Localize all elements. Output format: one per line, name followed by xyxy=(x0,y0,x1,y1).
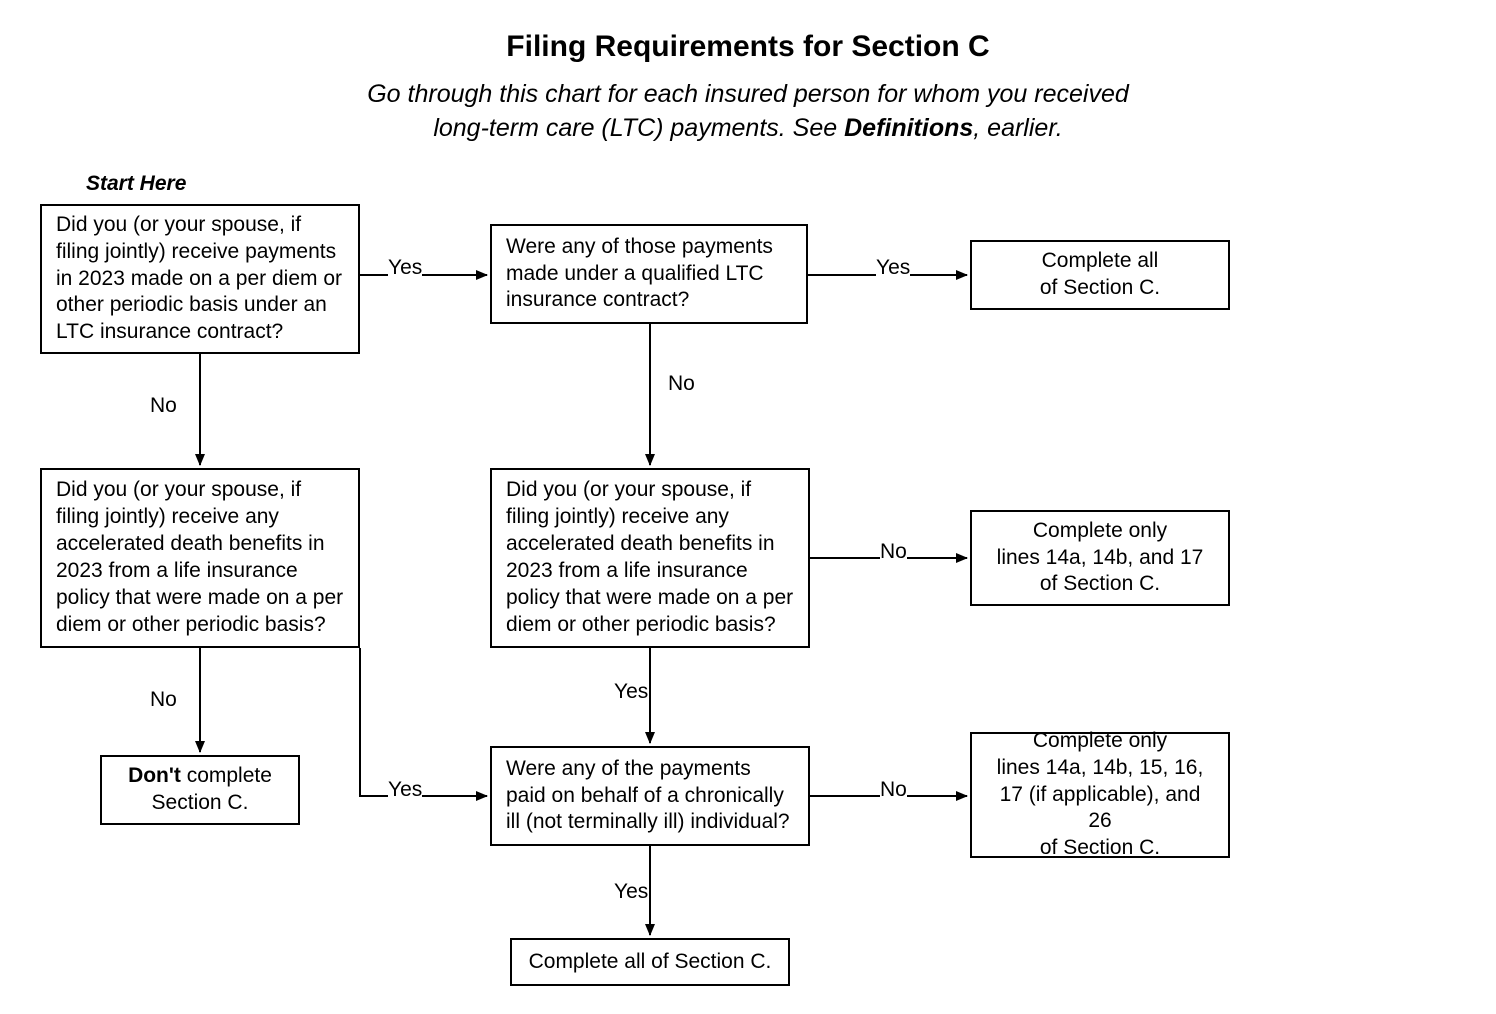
edge-label-q1-yes-q2: Yes xyxy=(388,256,422,280)
edge-label-q4-no-r3: No xyxy=(880,778,907,802)
node-r_all2: Complete all of Section C. xyxy=(510,938,790,986)
node-r2: Complete onlylines 14a, 14b, and 17of Se… xyxy=(970,510,1230,606)
edge-label-q2-yes-r1: Yes xyxy=(876,256,910,280)
node-text: Complete allof Section C. xyxy=(1040,248,1160,302)
node-r3: Complete onlylines 14a, 14b, 15, 16,17 (… xyxy=(970,732,1230,858)
node-r_dont: Don't completeSection C. xyxy=(100,755,300,825)
edge-label-q3a-yes-q4: Yes xyxy=(388,778,422,802)
node-q3b: Did you (or your spouse, if filing joint… xyxy=(490,468,810,648)
node-text: Complete onlylines 14a, 14b, and 17of Se… xyxy=(997,518,1204,599)
node-text: Were any of those payments made under a … xyxy=(506,234,792,315)
node-text: Were any of the payments paid on behalf … xyxy=(506,756,794,837)
start-here-label: Start Here xyxy=(86,172,186,196)
node-text: Did you (or your spouse, if filing joint… xyxy=(56,477,344,638)
node-text: Complete all of Section C. xyxy=(529,949,772,976)
node-text: Don't completeSection C. xyxy=(128,763,272,817)
edge-label-q3b-yes-q4: Yes xyxy=(614,680,648,704)
edge-label-q3a-no-rdont: No xyxy=(150,688,177,712)
node-q2: Were any of those payments made under a … xyxy=(490,224,808,324)
edge-label-q2-no-q3b: No xyxy=(668,372,695,396)
flowchart-canvas: Filing Requirements for Section C Go thr… xyxy=(0,0,1496,1014)
node-r1: Complete allof Section C. xyxy=(970,240,1230,310)
node-q1: Did you (or your spouse, if filing joint… xyxy=(40,204,360,354)
node-q4: Were any of the payments paid on behalf … xyxy=(490,746,810,846)
chart-subtitle: Go through this chart for each insured p… xyxy=(0,78,1496,146)
node-q3a: Did you (or your spouse, if filing joint… xyxy=(40,468,360,648)
node-text: Did you (or your spouse, if filing joint… xyxy=(506,477,794,638)
edge-label-q3b-no-r2: No xyxy=(880,540,907,564)
edge-q3a-yes-q4 xyxy=(360,648,487,796)
node-text: Complete onlylines 14a, 14b, 15, 16,17 (… xyxy=(986,728,1214,862)
edge-label-q1-no-q3a: No xyxy=(150,394,177,418)
edge-label-q4-yes-rall2: Yes xyxy=(614,880,648,904)
node-text: Did you (or your spouse, if filing joint… xyxy=(56,212,344,346)
chart-title: Filing Requirements for Section C xyxy=(0,30,1496,64)
